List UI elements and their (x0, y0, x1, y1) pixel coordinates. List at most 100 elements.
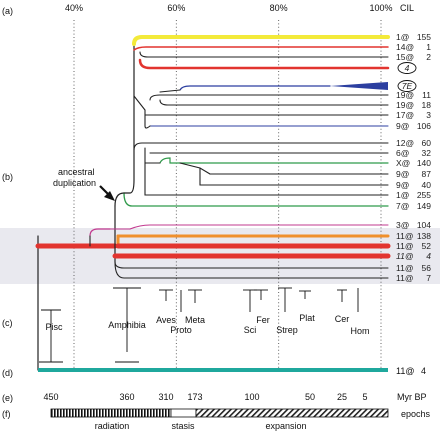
leaf-label: 9@ (396, 169, 409, 179)
leaf-count: 7 (426, 273, 431, 283)
ancestral-duplication-annotation: ancestral duplication (53, 167, 115, 201)
taxon-label: Sci (244, 325, 257, 335)
leaf-count: 7E (402, 81, 413, 91)
red-thick-lineage (138, 58, 390, 70)
taxon-label: Amphibia (108, 320, 146, 330)
leaf-count: 32 (422, 148, 432, 158)
leaf-count: 18 (422, 100, 432, 110)
leaf-label: 11@ (396, 263, 413, 273)
leaf-label: 17@ (396, 110, 414, 120)
epoch-expansion-bar (195, 408, 389, 418)
leaf-label: 1@ (396, 32, 409, 42)
panel-label: (c) (2, 318, 13, 328)
circled-leaf-marker (397, 80, 417, 92)
leaf-count: 2 (426, 52, 431, 62)
panel-label: (f) (2, 409, 11, 419)
taxon-label: Cer (335, 314, 350, 324)
leaf-count: 40 (422, 180, 432, 190)
panel-d-leaf-count: 4 (421, 366, 426, 376)
leaf-count: 155 (417, 32, 431, 42)
panel-labels: (a) (b) (c) (d) (e) (f) (2, 6, 13, 419)
leaf-label: 9@ (396, 121, 409, 131)
time-tick: 25 (337, 392, 347, 402)
panel-label: (b) (2, 172, 13, 182)
leaf-count: 138 (417, 231, 431, 241)
leaf-count: 104 (417, 220, 431, 230)
leaf-count: 4 (426, 251, 431, 261)
leaf-label: 19@ (396, 100, 414, 110)
blue-lineage (179, 85, 331, 91)
panel-label: (d) (2, 368, 13, 378)
leaf-branch (149, 94, 389, 101)
top-axis-tick: 40% (65, 3, 83, 13)
leaf-count: 56 (422, 263, 432, 273)
red-lineage (133, 46, 389, 51)
leaf-branch (114, 261, 389, 279)
taxon-label: Hom (350, 326, 369, 336)
leaf-label: 6@ (396, 148, 409, 158)
annotation-line-2: duplication (53, 178, 96, 188)
tree-branch (159, 89, 181, 93)
leaf-label: 11@ (396, 231, 413, 241)
leaf-count: 4 (405, 63, 410, 73)
leaf-count: 3 (426, 110, 431, 120)
leaf-count: 149 (417, 201, 431, 211)
tree-branch (144, 109, 151, 129)
tree-branch (179, 162, 211, 175)
leaf-label: 15@ (396, 52, 414, 62)
leaf-count: 52 (422, 241, 432, 251)
time-tick: 50 (305, 392, 315, 402)
leaf-label: 11@ (396, 251, 414, 261)
tree-branch (144, 147, 181, 196)
time-tick: 310 (158, 392, 173, 402)
epoch-name: stasis (171, 421, 195, 431)
panel-label: (a) (2, 6, 13, 16)
green-lineage (159, 157, 389, 164)
leaf-branch (139, 51, 389, 58)
leaf-label: 11@ (396, 241, 413, 251)
leaf-count: 87 (422, 169, 432, 179)
epochs-bar: radiation stasis expansion epochs (50, 408, 431, 431)
time-axis-unit: Myr BP (397, 392, 427, 402)
taxon-label: Proto (170, 325, 192, 335)
annotation-arrowhead (104, 191, 115, 201)
taxon-label: Meta (185, 315, 205, 325)
yellow-lineage (132, 35, 390, 46)
tree-branch (133, 95, 146, 111)
epoch-name: expansion (265, 421, 306, 431)
taxon-label: Fer (256, 315, 270, 325)
epoch-radiation-bar (50, 408, 172, 418)
leaf-label: 3@ (396, 220, 409, 230)
leaf-label: 7@ (396, 201, 409, 211)
tree-branch (114, 192, 125, 207)
epoch-stasis-bar (170, 408, 197, 418)
leaf-branch (159, 99, 389, 106)
leaf-count: 255 (417, 190, 431, 200)
magenta-lineage (129, 224, 389, 230)
tree-branch (199, 167, 231, 186)
leaf-count: 106 (417, 121, 431, 131)
circled-leaf-marker (397, 62, 417, 74)
percent-gridlines (73, 20, 382, 372)
taxon-label: Aves (156, 315, 176, 325)
time-axis: 450 360 310 173 100 50 25 5 (43, 392, 367, 402)
leaf-label: 1@ (396, 190, 409, 200)
leaf-branch (133, 142, 389, 151)
taxon-label: Plat (299, 313, 315, 323)
leaf-label: 11@ (396, 273, 413, 283)
tree-branch (89, 228, 111, 237)
annotation-line-1: ancestral (58, 167, 95, 177)
panel-label: (e) (2, 393, 13, 403)
time-tick: 5 (362, 392, 367, 402)
leaf-label: 12@ (396, 138, 414, 148)
top-axis-tick: 80% (270, 3, 288, 13)
leaf-label: 19@ (396, 90, 414, 100)
gene-tree (35, 35, 391, 371)
time-tick: 100 (244, 392, 259, 402)
epoch-name: radiation (95, 421, 130, 431)
epochs-title: epochs (401, 409, 431, 419)
taxon-label: Strep (276, 325, 298, 335)
